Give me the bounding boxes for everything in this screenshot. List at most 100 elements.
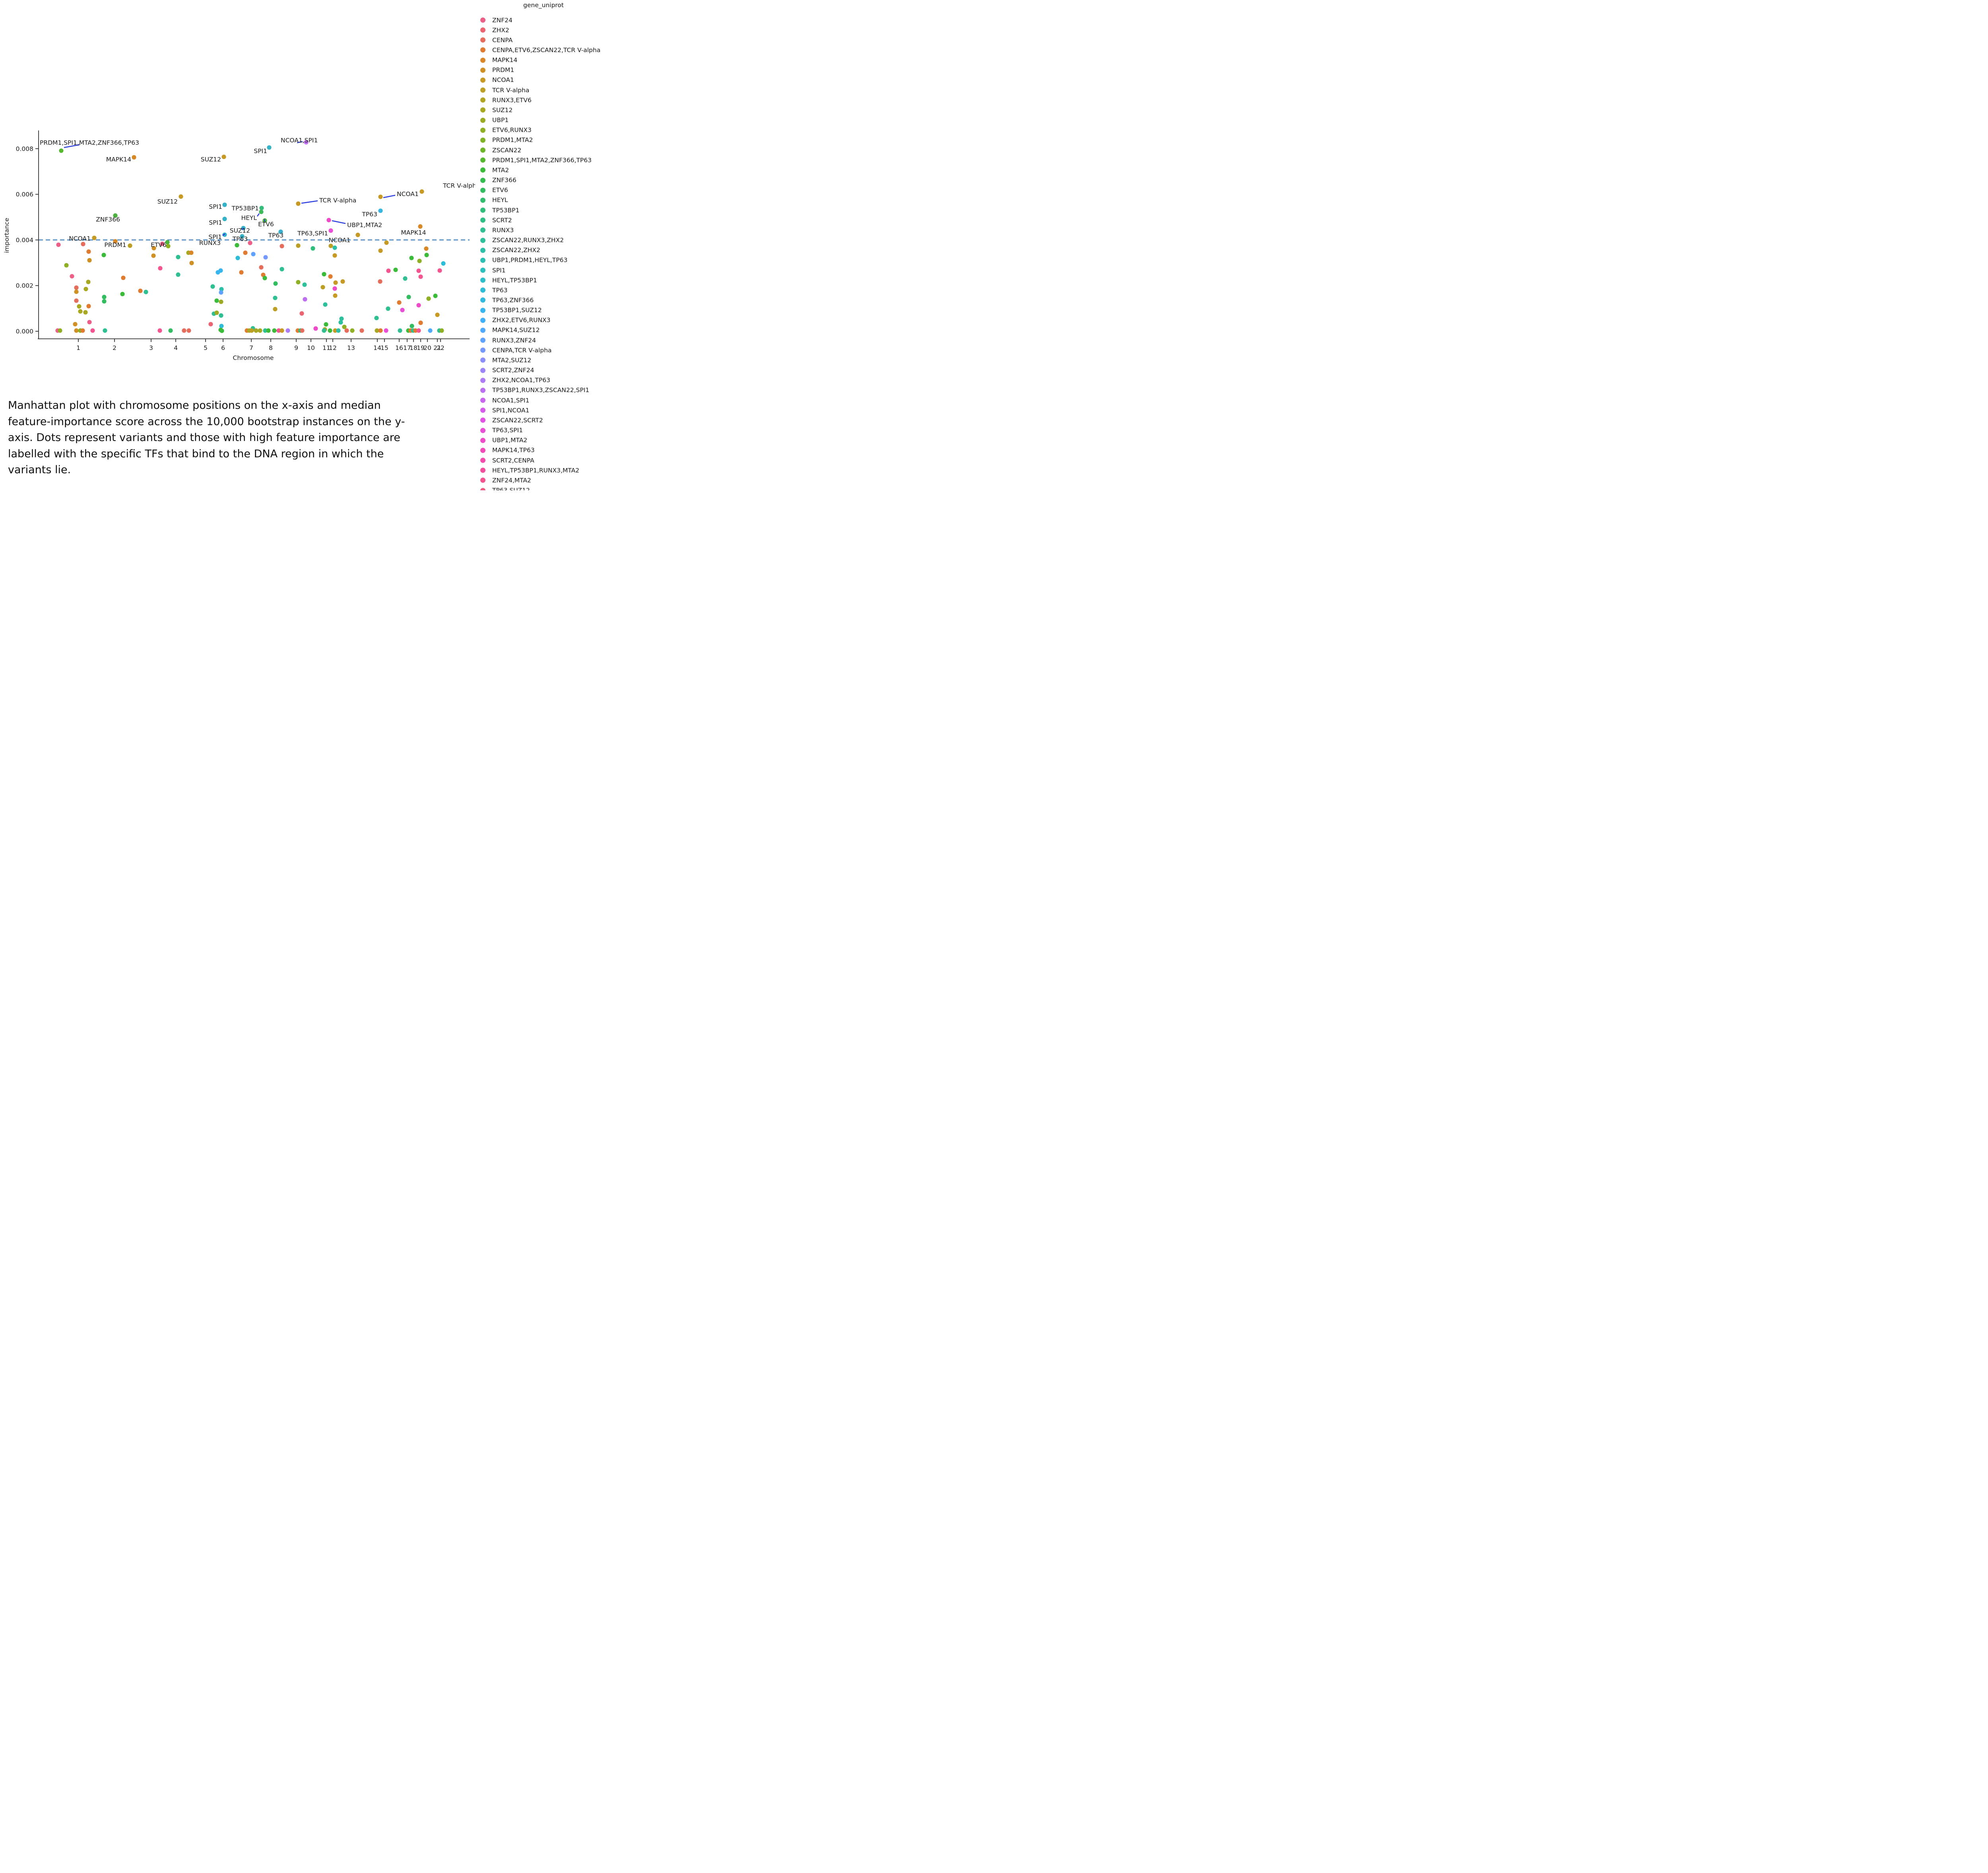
variant-dot [424,246,429,251]
variant-dot [74,285,79,290]
legend-item: UBP1,MTA2 [477,435,527,445]
variant-dot [249,328,254,333]
legend-item-label: ZNF366 [492,177,516,184]
variant-label: NCOA1 [69,235,91,242]
variant-label: TP63 [232,235,248,243]
variant-dot [86,304,91,309]
legend-swatch-icon [480,47,485,53]
legend-item-label: HEYL [492,196,508,204]
legend-item: HEYL,TP53BP1,RUNX3,MTA2 [477,465,579,475]
legend-swatch-icon [480,488,485,490]
svg-text:13: 13 [347,344,355,352]
variant-dot [179,194,183,199]
legend-swatch-icon [480,237,485,243]
variant-dot [302,282,307,287]
legend-item-label: UBP1,PRDM1,HEYL,TP63 [492,256,568,264]
svg-text:1: 1 [76,344,80,352]
legend-item: ZNF24 [477,15,513,25]
variant-dot [359,328,364,333]
variant-dot [158,266,163,271]
variant-dot [323,302,328,307]
variant-dot [218,268,223,273]
figure-page: 0.000 0.002 0.004 0.006 0.008 1 2 3 4 5 6 7 8 9 10 11 12… [0,0,614,490]
variant-dot [176,255,181,260]
variant-dot [248,241,252,245]
variant-dot [186,328,191,333]
variant-dot [426,296,431,301]
variant-dot [322,272,326,277]
variant-dot [324,322,328,327]
legend-item: MTA2 [477,165,509,175]
legend-item-label: MTA2,SUZ12 [492,356,532,364]
legend-swatch-icon [480,358,485,363]
variant-dot [208,322,213,326]
variant-dot [340,279,345,284]
variant-label: TP63 [361,211,377,218]
legend-swatch-icon [480,77,485,83]
legend-swatch-icon [480,167,485,173]
legend-swatch-icon [480,187,485,193]
variant-dot [303,297,307,302]
variant-dot [403,276,408,281]
variant-dot [416,328,421,333]
variant-dot [259,206,264,210]
legend-item-label: ETV6,RUNX3 [492,126,532,134]
legend-item-label: TP63,SPI1 [492,427,523,434]
legend-item-label: ZHX2,NCOA1,TP63 [492,377,550,384]
legend-item-label: PRDM1 [492,66,514,74]
variant-dot [417,258,422,263]
variant-dot [437,268,442,273]
variant-dot [132,155,136,160]
variant-dot [81,242,85,247]
legend-item-label: CENPA,ETV6,ZSCAN22,TCR V-alpha [492,46,601,54]
legend-item: TP63 [477,285,508,295]
variant-dot [400,308,405,313]
variant-dot [189,250,194,255]
variant-dot [428,328,433,333]
legend-item: ZSCAN22 [477,145,521,155]
variant-dot [182,328,186,333]
svg-text:15: 15 [381,344,388,352]
variant-dot [210,284,215,289]
legend-item-label: UBP1 [492,117,509,124]
legend-swatch-icon [480,227,485,233]
variant-dot [338,320,343,325]
variant-label: PRDM1,SPI1,MTA2,ZNF366,TP63 [40,139,139,146]
variant-dot [339,316,344,321]
variant-dot [285,328,290,333]
legend-swatch-icon [480,408,485,413]
legend-title: gene_uniprot [523,2,564,9]
legend-item: UBP1 [477,115,509,125]
variant-label: ZNF366 [96,216,120,223]
legend-item: ETV6,RUNX3 [477,125,532,135]
legend-swatch-icon [480,458,485,463]
legend-item: ETV6 [477,185,508,195]
variant-dot [151,246,156,251]
variant-dot [214,298,219,303]
y-axis-title: importance [3,218,10,253]
variant-dot [102,295,107,299]
legend-item: ZSCAN22,ZHX2 [477,245,540,255]
legend-item: RUNX3 [477,225,514,235]
svg-text:11: 11 [322,344,330,352]
variant-dot [378,194,383,199]
legend-item-label: RUNX3,ETV6 [492,96,532,104]
legend-swatch-icon [480,27,485,33]
variant-dot [409,256,414,260]
variant-dot [120,291,125,297]
legend-item: MAPK14 [477,55,517,65]
variant-dot [240,234,245,239]
legend-item-label: TP63,SUZ12 [492,487,530,490]
variant-dot [254,328,258,333]
variant-label: TP63 [268,232,284,239]
legend-item-label: SCRT2,ZNF24 [492,367,534,374]
svg-text:6: 6 [221,344,225,352]
variant-dot [64,263,69,268]
legend-item-label: MTA2 [492,166,509,174]
legend-item-label: ZSCAN22,RUNX3,ZHX2 [492,237,564,244]
variant-dot [296,201,301,206]
variant-dot [235,256,240,260]
variant-dot [386,306,390,311]
legend-item: MAPK14,SUZ12 [477,325,540,335]
